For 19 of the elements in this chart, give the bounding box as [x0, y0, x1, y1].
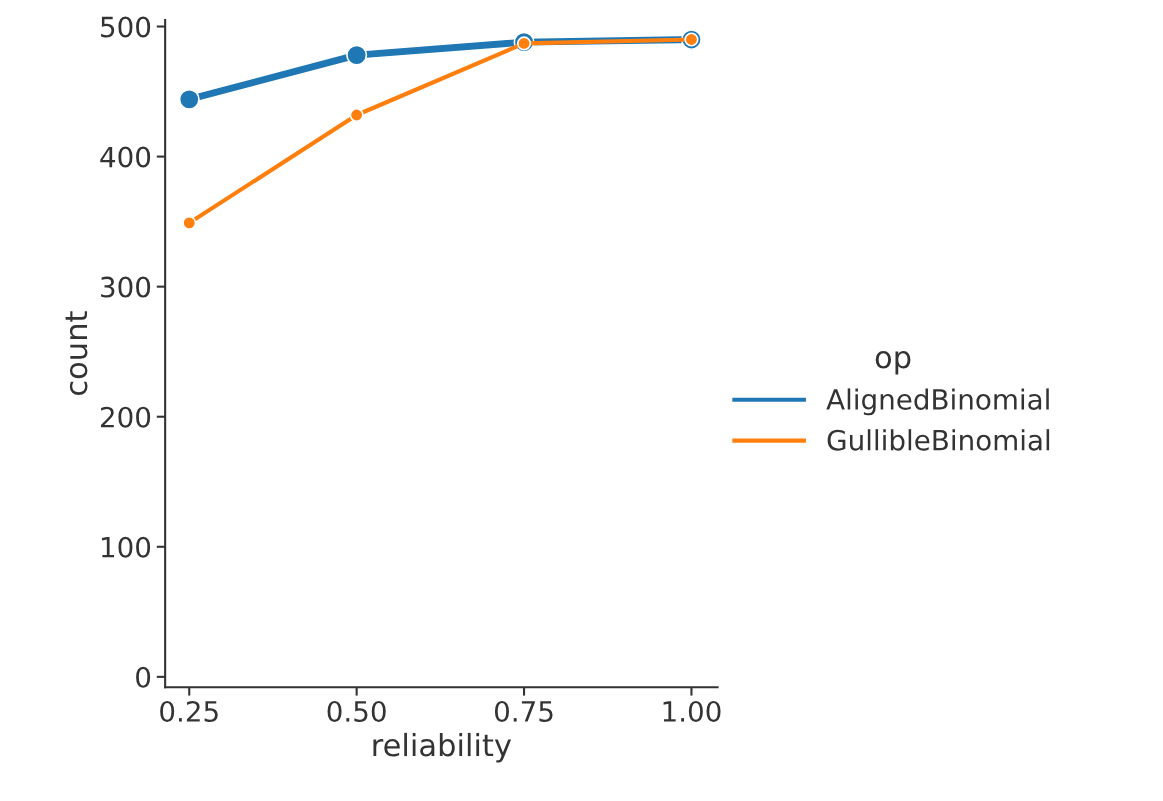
x-tick-label: 1.00 — [663, 700, 721, 722]
legend-label: AlignedBinomial — [826, 388, 1049, 416]
x-tick-label: 0.75 — [494, 700, 553, 722]
x-tick-label: 0.25 — [160, 700, 218, 722]
legend-title: op — [875, 351, 911, 375]
y-tick-label: 0 — [136, 666, 151, 688]
point — [346, 44, 368, 66]
y-tick-label: 400 — [100, 146, 151, 168]
y-tick-label: 500 — [101, 16, 151, 38]
y-tick-label: 300 — [101, 276, 151, 298]
x-axis-title: reliability — [373, 732, 512, 763]
x-tick-label: 0.50 — [327, 700, 386, 722]
point — [349, 107, 364, 123]
y-axis-title: count — [65, 311, 88, 396]
legend-label: GullibleBinomial — [827, 429, 1050, 451]
point — [178, 88, 200, 110]
y-tick-label: 200 — [100, 406, 151, 428]
y-tick-label: 100 — [101, 536, 151, 558]
point — [182, 215, 197, 231]
